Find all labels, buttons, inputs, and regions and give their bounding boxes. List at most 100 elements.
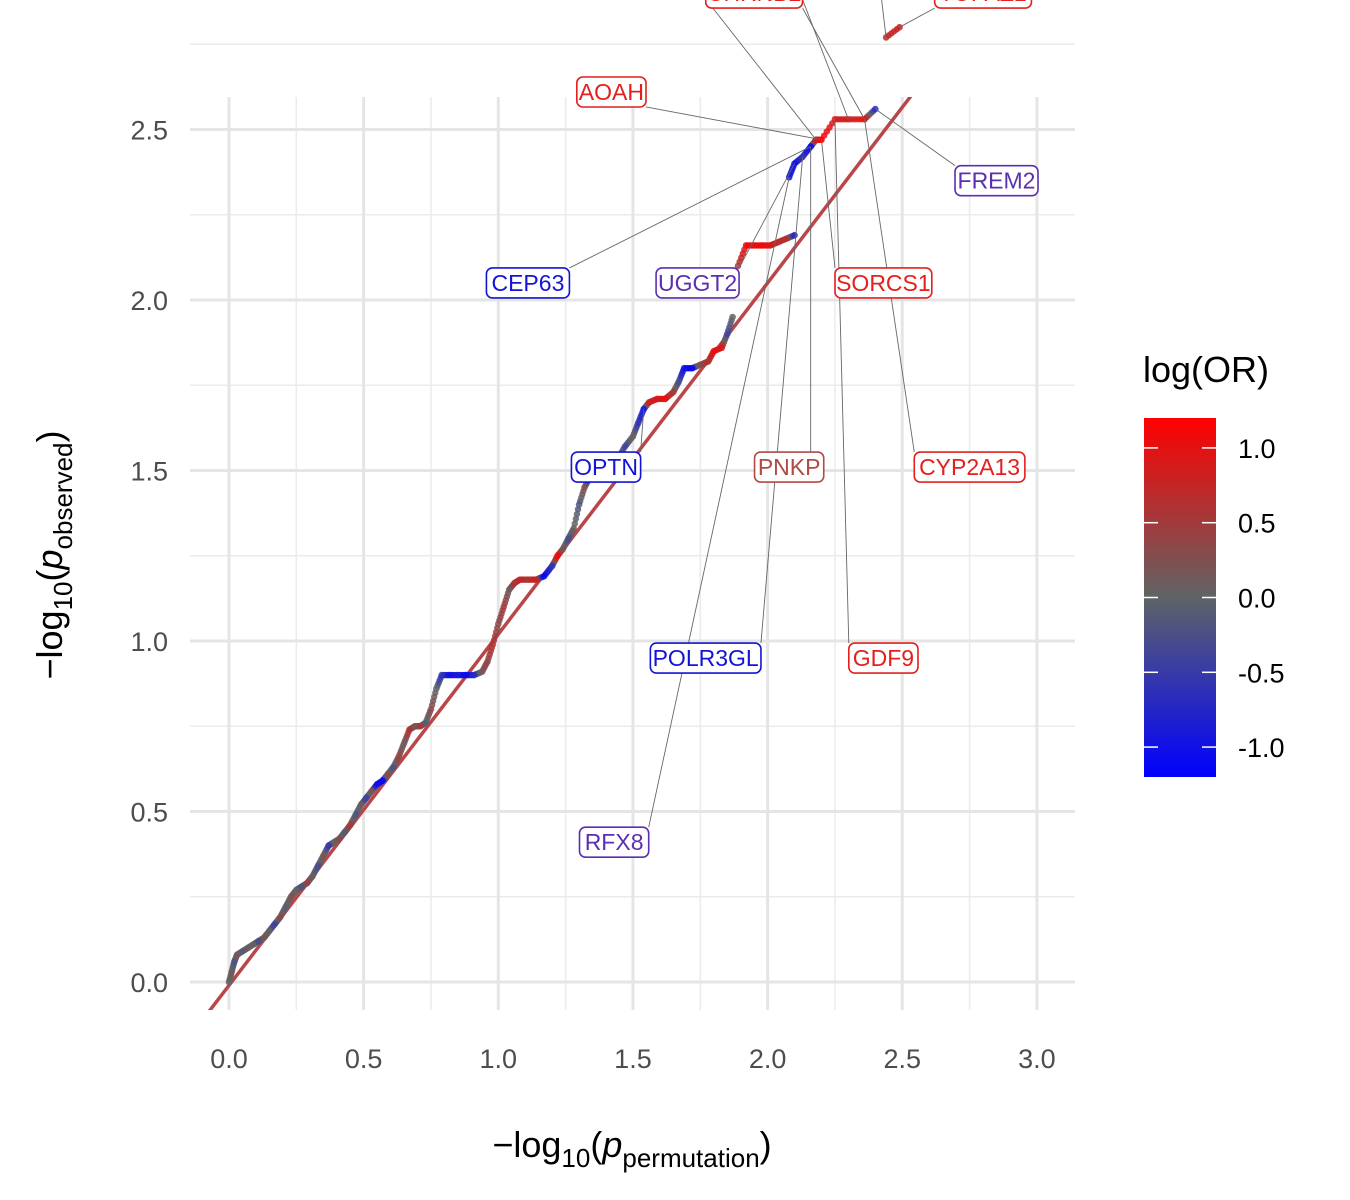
data-point bbox=[314, 862, 322, 870]
label-connector bbox=[640, 409, 645, 453]
data-point bbox=[470, 671, 478, 679]
x-tick-label: 1.5 bbox=[614, 1044, 652, 1074]
data-point bbox=[670, 388, 677, 396]
data-point bbox=[368, 787, 376, 795]
data-point bbox=[710, 347, 718, 355]
legend-tick-label: -0.5 bbox=[1238, 658, 1285, 688]
x-tick-label: 3.0 bbox=[1018, 1044, 1056, 1074]
data-point bbox=[570, 525, 578, 532]
x-axis-title-open: ( bbox=[590, 1124, 602, 1165]
data-point bbox=[783, 235, 790, 242]
x-tick-label: 1.0 bbox=[480, 1044, 518, 1074]
data-point bbox=[233, 951, 241, 959]
gene-label: CHRNB2 bbox=[707, 0, 802, 6]
data-point bbox=[389, 763, 397, 771]
data-point bbox=[282, 903, 289, 911]
data-point bbox=[303, 879, 311, 887]
data-point bbox=[758, 242, 766, 249]
gene-label: FREM2 bbox=[958, 168, 1036, 194]
data-point bbox=[705, 358, 712, 365]
data-point bbox=[454, 671, 462, 679]
data-point bbox=[581, 484, 588, 491]
y-tick-label: 1.0 bbox=[130, 627, 168, 657]
data-point bbox=[379, 777, 386, 785]
data-point bbox=[330, 838, 338, 846]
data-point bbox=[718, 344, 726, 352]
data-point bbox=[298, 883, 306, 890]
data-point bbox=[653, 395, 661, 403]
data-point bbox=[661, 395, 669, 403]
data-point bbox=[505, 586, 513, 594]
data-point bbox=[629, 433, 637, 440]
data-point bbox=[675, 378, 683, 386]
data-point bbox=[433, 685, 440, 693]
label-connector bbox=[821, 139, 836, 268]
data-point bbox=[532, 576, 540, 583]
y-axis-title-prefix: −log bbox=[29, 610, 70, 679]
data-point bbox=[293, 886, 300, 894]
gene-labels: AKAP11PCDHGA8DOP1ACHD1LATP9ASHANK1BBS9CH… bbox=[485, 0, 1039, 858]
data-point bbox=[346, 821, 354, 829]
data-point bbox=[341, 828, 349, 836]
data-point bbox=[239, 948, 246, 955]
x-axis-title-var: p bbox=[601, 1124, 622, 1165]
gene-label: CEP63 bbox=[491, 270, 564, 296]
data-point bbox=[287, 893, 295, 901]
gene-label-box bbox=[753, 451, 825, 483]
data-point bbox=[729, 313, 736, 321]
gene-label-box bbox=[704, 0, 804, 9]
x-axis-ticks: 0.0 0.5 1.0 1.5 2.0 2.5 3.0 bbox=[210, 1044, 1055, 1074]
legend-tick-label: 1.0 bbox=[1238, 434, 1276, 464]
label-connector bbox=[705, 0, 817, 141]
y-tick-label: 2.5 bbox=[130, 116, 168, 146]
data-point bbox=[336, 835, 343, 843]
points-layer bbox=[225, 23, 903, 986]
data-point bbox=[500, 603, 507, 611]
y-axis-ticks: 0.00.51.01.52.02.53.03.54.04.55.0 bbox=[130, 116, 168, 999]
gene-label-box bbox=[655, 267, 740, 299]
data-point bbox=[244, 944, 252, 952]
data-point bbox=[742, 242, 750, 249]
y-tick-label: 0.0 bbox=[130, 968, 168, 998]
data-point bbox=[872, 105, 879, 113]
data-point bbox=[249, 941, 257, 948]
data-point bbox=[271, 920, 279, 928]
data-point-fill bbox=[573, 510, 581, 518]
label-connector bbox=[875, 108, 956, 167]
data-point bbox=[680, 364, 688, 372]
gene-label: GDF9 bbox=[853, 645, 914, 671]
data-point bbox=[276, 913, 284, 921]
data-point bbox=[357, 801, 365, 808]
data-point bbox=[231, 958, 238, 965]
legend-ticks: 1.0 0.5 0.0 -0.5 -1.0 bbox=[1144, 434, 1285, 763]
data-point bbox=[406, 726, 413, 733]
y-tick-label: 0.5 bbox=[130, 798, 168, 828]
data-point bbox=[723, 330, 731, 338]
gene-label: POLR3GL bbox=[653, 645, 759, 671]
data-point bbox=[319, 852, 327, 860]
label-connector bbox=[881, 0, 887, 38]
data-point bbox=[511, 579, 518, 587]
color-legend: log(OR) 1.0 0.5 0.0 -0.5 -1.0 bbox=[1143, 349, 1285, 777]
data-point bbox=[266, 927, 273, 935]
gene-label-box bbox=[847, 642, 919, 674]
x-axis-title-sub1: 10 bbox=[561, 1143, 590, 1173]
x-axis-title-prefix: −log bbox=[492, 1124, 561, 1165]
label-connector bbox=[899, 7, 935, 28]
x-tick-label: 0.0 bbox=[210, 1044, 248, 1074]
data-point bbox=[462, 671, 470, 679]
gene-label: PNKP bbox=[758, 454, 821, 480]
data-point bbox=[384, 770, 392, 778]
data-point bbox=[831, 115, 839, 123]
gene-label-box bbox=[576, 76, 647, 108]
data-point bbox=[422, 719, 429, 727]
label-connector bbox=[648, 177, 790, 828]
gene-label-box bbox=[933, 0, 1033, 9]
data-point bbox=[478, 668, 486, 675]
data-point bbox=[400, 740, 408, 747]
gene-label: SORCS1 bbox=[836, 270, 931, 296]
y-tick-label: 2.0 bbox=[130, 286, 168, 316]
data-point-fill bbox=[572, 515, 580, 523]
data-point bbox=[548, 562, 556, 570]
